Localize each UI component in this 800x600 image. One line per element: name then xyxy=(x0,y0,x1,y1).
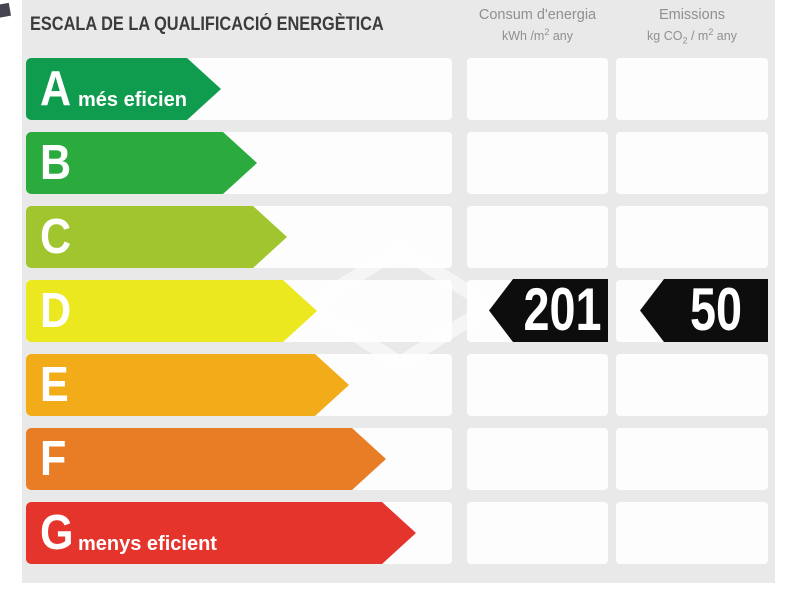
emissions-value: 50 xyxy=(689,276,743,343)
consumption-value-badge: 201 xyxy=(489,279,608,342)
emissions-column-unit: kg CO2 / m2 any xyxy=(647,27,737,46)
rating-row-e: E xyxy=(0,354,800,416)
rating-row-d: D 201 50 xyxy=(0,279,800,342)
rating-arrow-b: B xyxy=(26,132,257,194)
rating-letter: F xyxy=(40,432,67,486)
page-title: ESCALA DE LA QUALIFICACIÓ ENERGÈTICA xyxy=(30,14,384,35)
rating-letter: A xyxy=(40,62,72,116)
rating-arrow-e: E xyxy=(26,354,349,416)
corner-artifact xyxy=(0,2,12,19)
rating-efficiency-label: menys eficient xyxy=(78,533,217,555)
rating-letter: C xyxy=(40,210,72,264)
emissions-column-title: Emissions xyxy=(658,7,726,23)
rating-efficiency-label: més eficient xyxy=(78,89,194,111)
emissions-cell xyxy=(616,206,768,268)
rating-row-f: F xyxy=(0,428,800,490)
rating-row-c: C xyxy=(0,206,800,268)
rating-letter: E xyxy=(40,358,69,412)
watermark-diamond-logo xyxy=(300,240,500,372)
emissions-value-badge: 50 xyxy=(640,279,768,342)
rating-row-a: A més eficient xyxy=(0,58,800,120)
rating-letter: B xyxy=(40,136,72,190)
emissions-cell xyxy=(616,132,768,194)
rating-row-g: G menys eficient xyxy=(0,502,800,564)
rating-arrow-g: G menys eficient xyxy=(26,502,416,564)
rating-row-b: B xyxy=(0,132,800,194)
consumption-cell xyxy=(467,58,608,120)
emissions-column-header: Emissions kg CO2 / m2 any xyxy=(616,7,768,46)
consumption-cell xyxy=(467,132,608,194)
emissions-cell xyxy=(616,354,768,416)
emissions-cell xyxy=(616,502,768,564)
emissions-cell xyxy=(616,428,768,490)
rating-arrow-d: D xyxy=(26,280,317,342)
consumption-column-title: Consum d'energia xyxy=(478,7,597,23)
rating-arrow-f: F xyxy=(26,428,386,490)
consumption-cell xyxy=(467,354,608,416)
consumption-column-header: Consum d'energia kWh /m2 any xyxy=(467,7,608,43)
rating-arrow-c: C xyxy=(26,206,287,268)
rating-arrow-a: A més eficient xyxy=(26,58,221,120)
rating-letter: D xyxy=(40,284,72,338)
rating-letter: G xyxy=(40,506,74,560)
consumption-value: 201 xyxy=(523,276,602,343)
consumption-column-unit: kWh /m2 any xyxy=(501,27,573,44)
emissions-cell xyxy=(616,58,768,120)
consumption-cell xyxy=(467,206,608,268)
consumption-cell xyxy=(467,502,608,564)
consumption-cell xyxy=(467,428,608,490)
